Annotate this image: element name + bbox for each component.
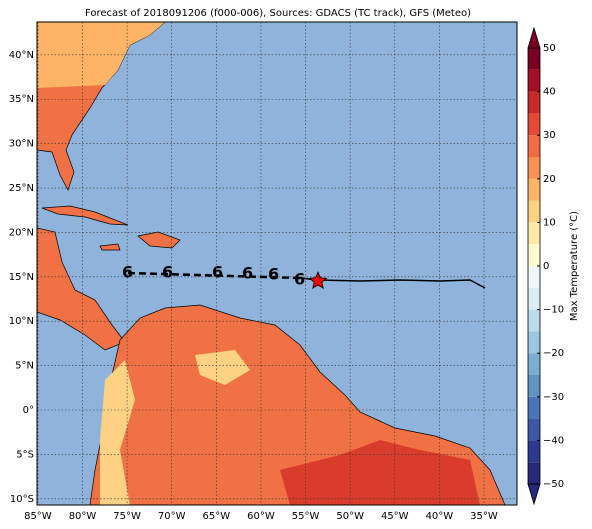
map-frame [36,21,518,506]
colorbar-band [528,178,540,201]
colorbar-tick-label: −10 [543,305,564,316]
andes [100,360,135,505]
svg-text:6: 6 [242,264,253,283]
jamaica [99,243,121,251]
colorbar-band [528,418,540,441]
colorbar-band [528,48,540,70]
lon-label: 55°W [292,511,320,522]
colorbar-band [528,113,540,136]
colorbar-label: Max Temperature (°C) [569,211,580,321]
lat-label: 0° [23,405,34,416]
highlands [195,350,250,385]
storm-position [308,270,328,290]
lon-label: 85°W [24,511,52,522]
svg-text:6: 6 [122,263,133,282]
colorbar-tick-label: −20 [543,348,564,359]
lon-label: 75°W [113,511,141,522]
colorbar-band [528,135,540,157]
lat-label: 10°S [10,494,34,505]
lon-label: 50°W [336,511,364,522]
lon-label: 45°W [381,511,409,522]
lat-label: 5°S [16,449,34,460]
colorbar-extend-high [527,26,541,49]
colorbar-band [528,309,540,332]
colorbar-tick-label: 30 [543,130,556,141]
colorbar-band [528,222,540,245]
colorbar-tick-label: 20 [543,174,556,185]
colorbar-band [528,266,540,288]
lon-label: 60°W [247,511,275,522]
colorbar-tick-label: 0 [543,261,549,272]
colorbar-tick-label: 50 [543,43,556,54]
lat-label: 10°N [9,316,34,327]
lat-label: 30°N [9,139,34,150]
past-track [127,271,301,280]
lon-label: 65°W [203,511,231,522]
colorbar-band [528,375,540,397]
svg-text:6: 6 [294,270,305,289]
lon-label: 40°W [426,511,454,522]
lat-label: 40°N [9,50,34,61]
cuba [41,205,129,226]
lon-label: 80°W [69,511,97,522]
colorbar-band [528,244,540,266]
lon-label: 70°W [158,511,186,522]
hot-region [280,440,480,505]
colorbar-band [528,331,540,354]
colorbar-tick-label: 10 [543,217,556,228]
lat-label: 20°N [9,227,34,238]
svg-text:6: 6 [212,263,223,282]
lat-label: 35°N [9,94,34,105]
lat-label: 5°N [15,361,34,372]
colorbar-tick-label: 40 [543,87,556,98]
colorbar-band [528,287,540,310]
colorbar-tick-label: −30 [543,392,564,403]
colorbar-tick-label: −50 [543,479,564,490]
colorbar-band [528,396,540,419]
colorbar-band [528,353,540,375]
title: Forecast of 2018091206 (f000-006), Sourc… [85,8,471,19]
colorbar-band [528,200,540,223]
colorbar-band [528,157,540,179]
lat-label: 25°N [9,183,34,194]
lon-label: 35°W [470,511,498,522]
svg-text:6: 6 [162,263,173,282]
colorbar-extend-low [527,483,541,506]
colorbar-tick-label: −40 [543,435,564,446]
hispaniola [137,231,181,249]
colorbar-band [528,69,540,92]
colorbar-band [528,91,540,114]
colorbar-band [528,440,540,463]
central-america [37,227,126,351]
svg-text:6: 6 [268,265,279,284]
colorbar-band [528,462,540,484]
lat-label: 15°N [9,272,34,283]
